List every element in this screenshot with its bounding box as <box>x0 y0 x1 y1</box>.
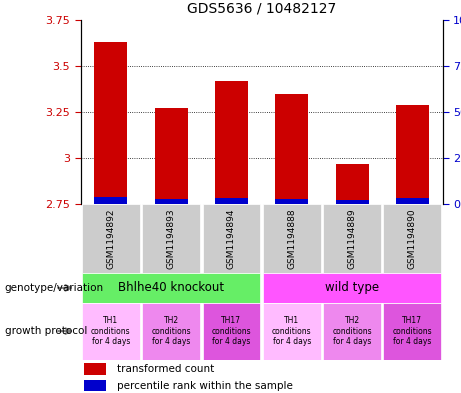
Text: percentile rank within the sample: percentile rank within the sample <box>117 381 293 391</box>
Bar <box>215 198 248 204</box>
Title: GDS5636 / 10482127: GDS5636 / 10482127 <box>187 2 336 16</box>
Bar <box>94 42 127 204</box>
Text: TH17
conditions
for 4 days: TH17 conditions for 4 days <box>393 316 432 346</box>
Bar <box>275 199 308 204</box>
Bar <box>263 303 321 360</box>
Text: TH1
conditions
for 4 days: TH1 conditions for 4 days <box>272 316 312 346</box>
Bar <box>142 303 200 360</box>
Bar <box>84 363 106 375</box>
Text: Bhlhe40 knockout: Bhlhe40 knockout <box>118 281 224 294</box>
Bar <box>94 197 127 204</box>
Bar <box>263 273 441 303</box>
Bar <box>336 164 369 204</box>
Bar <box>82 273 260 303</box>
Bar <box>323 204 381 273</box>
Text: GSM1194894: GSM1194894 <box>227 209 236 269</box>
Bar <box>142 204 200 273</box>
Text: GSM1194890: GSM1194890 <box>408 208 417 269</box>
Bar <box>384 303 441 360</box>
Bar <box>82 303 140 360</box>
Text: GSM1194893: GSM1194893 <box>166 208 176 269</box>
Bar <box>215 81 248 204</box>
Bar <box>154 199 188 204</box>
Text: GSM1194889: GSM1194889 <box>348 208 357 269</box>
Bar <box>323 303 381 360</box>
Text: growth protocol: growth protocol <box>5 326 87 336</box>
Text: TH1
conditions
for 4 days: TH1 conditions for 4 days <box>91 316 130 346</box>
Text: TH2
conditions
for 4 days: TH2 conditions for 4 days <box>332 316 372 346</box>
Text: transformed count: transformed count <box>117 364 214 374</box>
Bar <box>202 204 260 273</box>
Text: TH2
conditions
for 4 days: TH2 conditions for 4 days <box>151 316 191 346</box>
Bar <box>396 105 429 204</box>
Bar <box>263 204 321 273</box>
Bar <box>396 198 429 204</box>
Bar <box>84 380 106 391</box>
Text: genotype/variation: genotype/variation <box>5 283 104 293</box>
Text: TH17
conditions
for 4 days: TH17 conditions for 4 days <box>212 316 251 346</box>
Bar <box>154 108 188 204</box>
Text: GSM1194892: GSM1194892 <box>106 209 115 269</box>
Bar <box>82 204 140 273</box>
Bar <box>384 204 441 273</box>
Text: GSM1194888: GSM1194888 <box>287 208 296 269</box>
Bar <box>336 200 369 204</box>
Text: wild type: wild type <box>325 281 379 294</box>
Bar <box>202 303 260 360</box>
Bar <box>275 94 308 204</box>
